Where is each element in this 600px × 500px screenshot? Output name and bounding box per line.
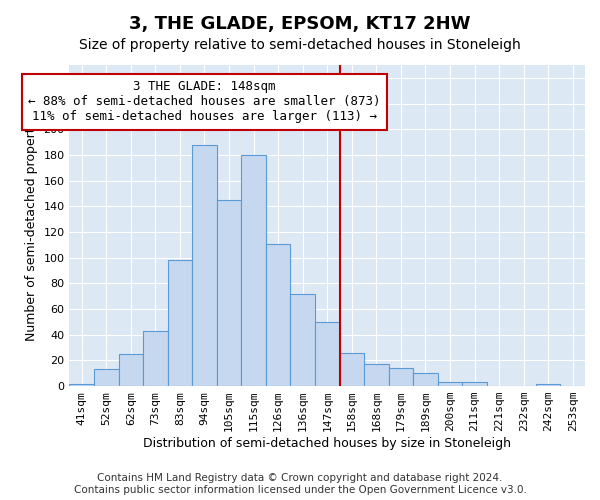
Text: Contains HM Land Registry data © Crown copyright and database right 2024.
Contai: Contains HM Land Registry data © Crown c… xyxy=(74,474,526,495)
Bar xyxy=(217,200,241,386)
Bar xyxy=(167,260,192,386)
Text: Size of property relative to semi-detached houses in Stoneleigh: Size of property relative to semi-detach… xyxy=(79,38,521,52)
Bar xyxy=(119,354,143,386)
Y-axis label: Number of semi-detached properties: Number of semi-detached properties xyxy=(25,110,38,341)
Bar xyxy=(290,294,315,386)
Bar xyxy=(413,373,438,386)
Bar xyxy=(192,144,217,386)
Bar xyxy=(462,382,487,386)
Bar xyxy=(70,384,94,386)
Bar xyxy=(438,382,462,386)
Bar xyxy=(94,370,119,386)
X-axis label: Distribution of semi-detached houses by size in Stoneleigh: Distribution of semi-detached houses by … xyxy=(143,437,511,450)
Bar xyxy=(364,364,389,386)
Bar xyxy=(536,384,560,386)
Bar xyxy=(241,155,266,386)
Bar xyxy=(143,331,167,386)
Text: 3, THE GLADE, EPSOM, KT17 2HW: 3, THE GLADE, EPSOM, KT17 2HW xyxy=(129,15,471,33)
Bar xyxy=(389,368,413,386)
Bar xyxy=(266,244,290,386)
Text: 3 THE GLADE: 148sqm
← 88% of semi-detached houses are smaller (873)
11% of semi-: 3 THE GLADE: 148sqm ← 88% of semi-detach… xyxy=(28,80,381,124)
Bar xyxy=(340,352,364,386)
Bar xyxy=(315,322,340,386)
